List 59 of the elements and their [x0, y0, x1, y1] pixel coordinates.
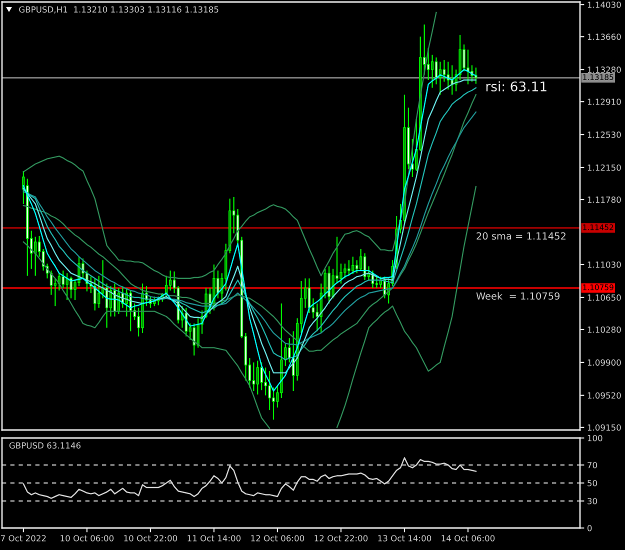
candlestick — [375, 276, 378, 288]
y-tick-label: 1.10650 — [588, 294, 621, 301]
annotation: Week = 1.10759 — [476, 292, 560, 300]
y-tick-label: 1.11780 — [588, 196, 621, 203]
candlestick — [328, 266, 330, 304]
y-tick-label: 1.12530 — [588, 132, 621, 138]
candlestick — [434, 56, 438, 85]
y-tick-label: 50 — [588, 480, 597, 486]
candlestick — [168, 270, 172, 292]
candlestick — [62, 270, 64, 288]
candlestick — [340, 263, 342, 284]
candlestick — [426, 47, 430, 81]
x-tick-label: 10 Oct 22:00 — [124, 535, 178, 542]
x-tick-label: 14 Oct 06:00 — [442, 535, 495, 542]
y-tick-label: 1.14030 — [588, 2, 621, 8]
y-tick-label: 1.09520 — [588, 392, 621, 399]
candlestick — [462, 44, 466, 72]
x-tick-label: 10 Oct 06:00 — [60, 535, 114, 542]
x-tick-label: 13 Oct 14:00 — [378, 535, 432, 542]
candlestick — [466, 49, 470, 85]
line-series — [22, 12, 437, 279]
x-tick-label: 12 Oct 22:00 — [314, 535, 368, 542]
annotation: 20 sma = 1.11452 — [476, 232, 566, 240]
y-tick-label: 1.13660 — [588, 34, 621, 40]
candlestick — [70, 276, 72, 299]
chart-title: GBPUSD 63.1146 — [9, 442, 81, 449]
candlestick — [268, 370, 271, 411]
candlestick — [332, 268, 334, 299]
y-tick-label: 30 — [588, 498, 597, 504]
candlestick — [352, 256, 354, 275]
candlestick — [252, 362, 255, 392]
candlestick — [272, 386, 275, 420]
line-series — [22, 457, 477, 499]
y-tick-label: 1.10280 — [588, 326, 621, 333]
y-tick-label: 1.09150 — [588, 424, 621, 431]
y-tick-label: 1.11030 — [588, 262, 621, 268]
candlestick — [430, 54, 434, 88]
candlestick — [260, 362, 263, 391]
candlestick — [196, 318, 200, 348]
x-tick-label: 12 Oct 06:00 — [251, 535, 304, 542]
candlestick — [442, 59, 446, 82]
candlestick — [256, 360, 259, 396]
y-tick-label: 0 — [587, 524, 592, 532]
x-tick-label: 11 Oct 14:00 — [188, 535, 241, 542]
y-tick-label: 70 — [588, 462, 597, 468]
y-tick-label: 1.09900 — [588, 359, 621, 366]
y-tick-label: 1.13280 — [588, 66, 621, 73]
candlestick — [98, 275, 100, 308]
y-tick-label: 100 — [588, 434, 602, 442]
text: rsi: 63.11 — [486, 81, 546, 92]
candlestick — [264, 367, 267, 396]
chart-title: GBPUSD,H1 1.13210 1.13303 1.13116 1.13185 — [19, 6, 218, 14]
candlestick — [153, 296, 156, 307]
candlestick — [344, 263, 346, 279]
y-tick-label: 1.12910 — [588, 98, 621, 105]
y-tick-label: 1.12150 — [588, 164, 621, 171]
x-tick-label: 7 Oct 2022 — [1, 535, 46, 542]
candlestick — [348, 260, 350, 276]
candlestick — [356, 260, 358, 274]
